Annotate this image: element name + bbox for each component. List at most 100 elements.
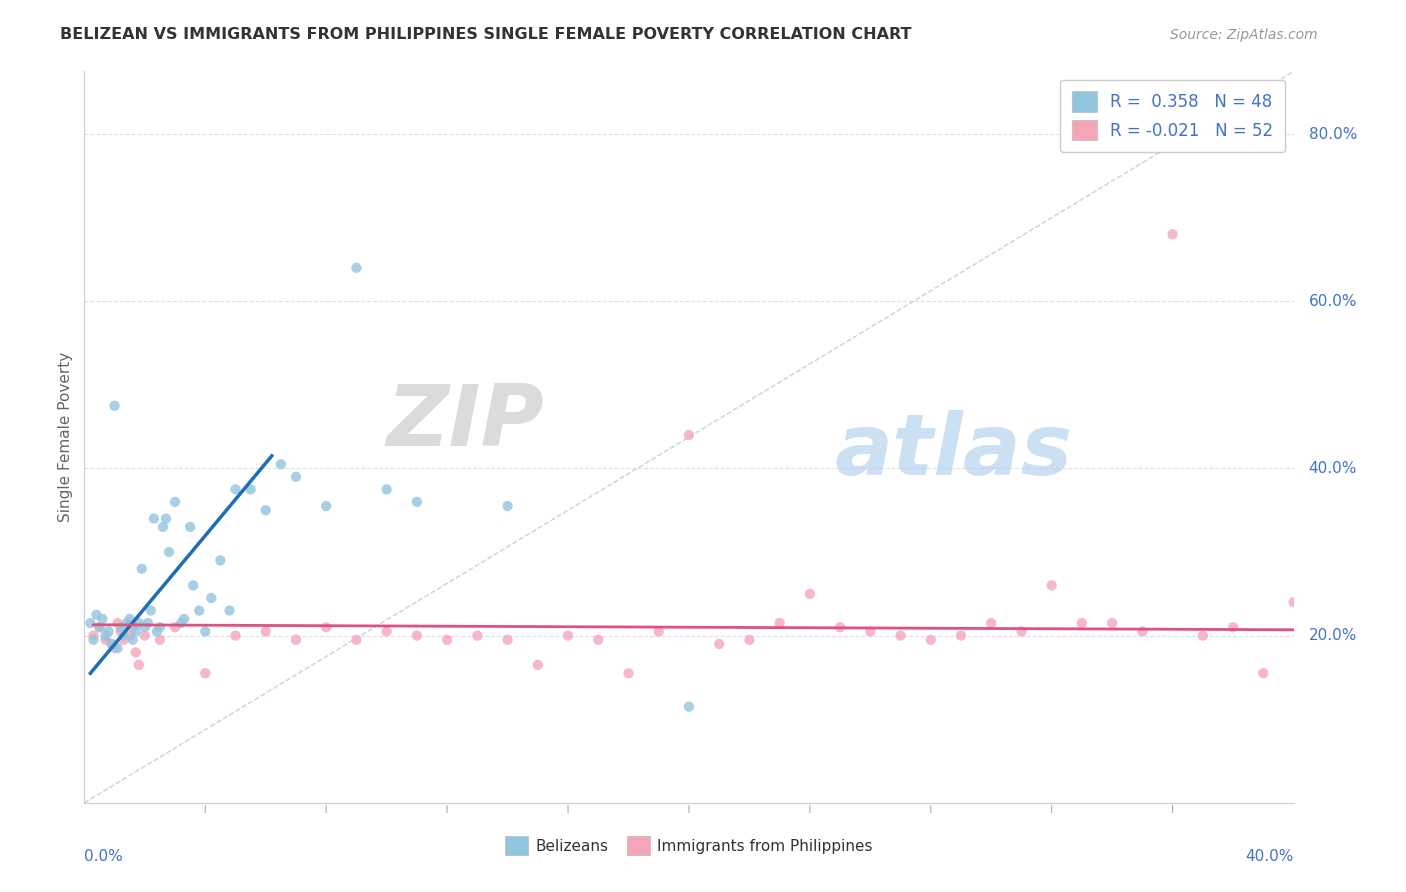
Point <box>104 641 127 656</box>
Point <box>142 511 165 525</box>
Point <box>315 499 337 513</box>
Point <box>1011 624 1033 639</box>
Point <box>134 620 156 634</box>
Point <box>1101 616 1123 631</box>
Point <box>134 629 156 643</box>
Point <box>170 616 193 631</box>
Point <box>179 520 201 534</box>
Point <box>1222 620 1244 634</box>
Point <box>406 629 429 643</box>
Point <box>1192 629 1215 643</box>
Point <box>557 629 579 643</box>
Point <box>225 483 247 497</box>
Point <box>139 603 162 617</box>
Point <box>128 657 150 672</box>
Point <box>121 620 143 634</box>
Text: 40.0%: 40.0% <box>1309 461 1357 476</box>
Point <box>254 503 277 517</box>
Point <box>1130 624 1153 639</box>
Point <box>107 641 129 656</box>
Point <box>115 616 138 631</box>
Point <box>118 612 141 626</box>
Text: atlas: atlas <box>834 410 1073 493</box>
Point <box>97 624 120 639</box>
Point <box>239 483 262 497</box>
Point <box>678 699 700 714</box>
Point <box>155 511 177 525</box>
Point <box>738 632 761 647</box>
Point <box>82 629 104 643</box>
Point <box>496 499 519 513</box>
Point <box>152 520 174 534</box>
Point <box>128 616 150 631</box>
Point <box>617 666 640 681</box>
Point <box>375 483 398 497</box>
Point <box>285 470 308 484</box>
Point <box>104 399 127 413</box>
Point <box>799 587 821 601</box>
Point <box>769 616 792 631</box>
Point <box>678 428 700 442</box>
Text: 0.0%: 0.0% <box>84 849 124 863</box>
Point <box>110 624 132 639</box>
Point <box>125 624 148 639</box>
Point <box>1161 227 1184 242</box>
Text: 80.0%: 80.0% <box>1309 127 1357 142</box>
Point <box>346 632 368 647</box>
Point <box>209 553 232 567</box>
Point <box>100 637 122 651</box>
Point <box>496 632 519 647</box>
Point <box>89 620 111 634</box>
Point <box>375 624 398 639</box>
Text: 60.0%: 60.0% <box>1309 293 1357 309</box>
Point <box>131 562 153 576</box>
Point <box>149 620 172 634</box>
Point <box>1253 666 1275 681</box>
Point <box>136 616 159 631</box>
Point <box>346 260 368 275</box>
Point <box>110 620 132 634</box>
Point <box>79 616 101 631</box>
Point <box>107 616 129 631</box>
Point <box>149 632 172 647</box>
Point <box>285 632 308 647</box>
Point <box>181 578 204 592</box>
Point <box>406 495 429 509</box>
Point <box>859 624 882 639</box>
Text: 40.0%: 40.0% <box>1246 849 1294 863</box>
Text: BELIZEAN VS IMMIGRANTS FROM PHILIPPINES SINGLE FEMALE POVERTY CORRELATION CHART: BELIZEAN VS IMMIGRANTS FROM PHILIPPINES … <box>60 27 911 42</box>
Point <box>830 620 852 634</box>
Point <box>112 632 135 647</box>
Point <box>920 632 942 647</box>
Point <box>121 632 143 647</box>
Y-axis label: Single Female Poverty: Single Female Poverty <box>58 352 73 522</box>
Point <box>315 620 337 634</box>
Point <box>173 612 195 626</box>
Point <box>527 657 550 672</box>
Legend: Belizeans, Immigrants from Philippines: Belizeans, Immigrants from Philippines <box>499 830 879 861</box>
Point <box>100 637 122 651</box>
Point <box>200 591 222 605</box>
Point <box>980 616 1002 631</box>
Point <box>225 629 247 643</box>
Point <box>146 624 169 639</box>
Point <box>112 629 135 643</box>
Point <box>254 624 277 639</box>
Text: Source: ZipAtlas.com: Source: ZipAtlas.com <box>1170 29 1317 42</box>
Point <box>270 457 292 471</box>
Point <box>588 632 610 647</box>
Point <box>89 620 111 634</box>
Point <box>118 629 141 643</box>
Point <box>1071 616 1094 631</box>
Point <box>157 545 180 559</box>
Point <box>91 612 114 626</box>
Point <box>950 629 973 643</box>
Point <box>648 624 671 639</box>
Point <box>165 495 187 509</box>
Point <box>467 629 489 643</box>
Point <box>1282 595 1305 609</box>
Point <box>218 603 240 617</box>
Point <box>94 629 117 643</box>
Point <box>165 620 187 634</box>
Text: 20.0%: 20.0% <box>1309 628 1357 643</box>
